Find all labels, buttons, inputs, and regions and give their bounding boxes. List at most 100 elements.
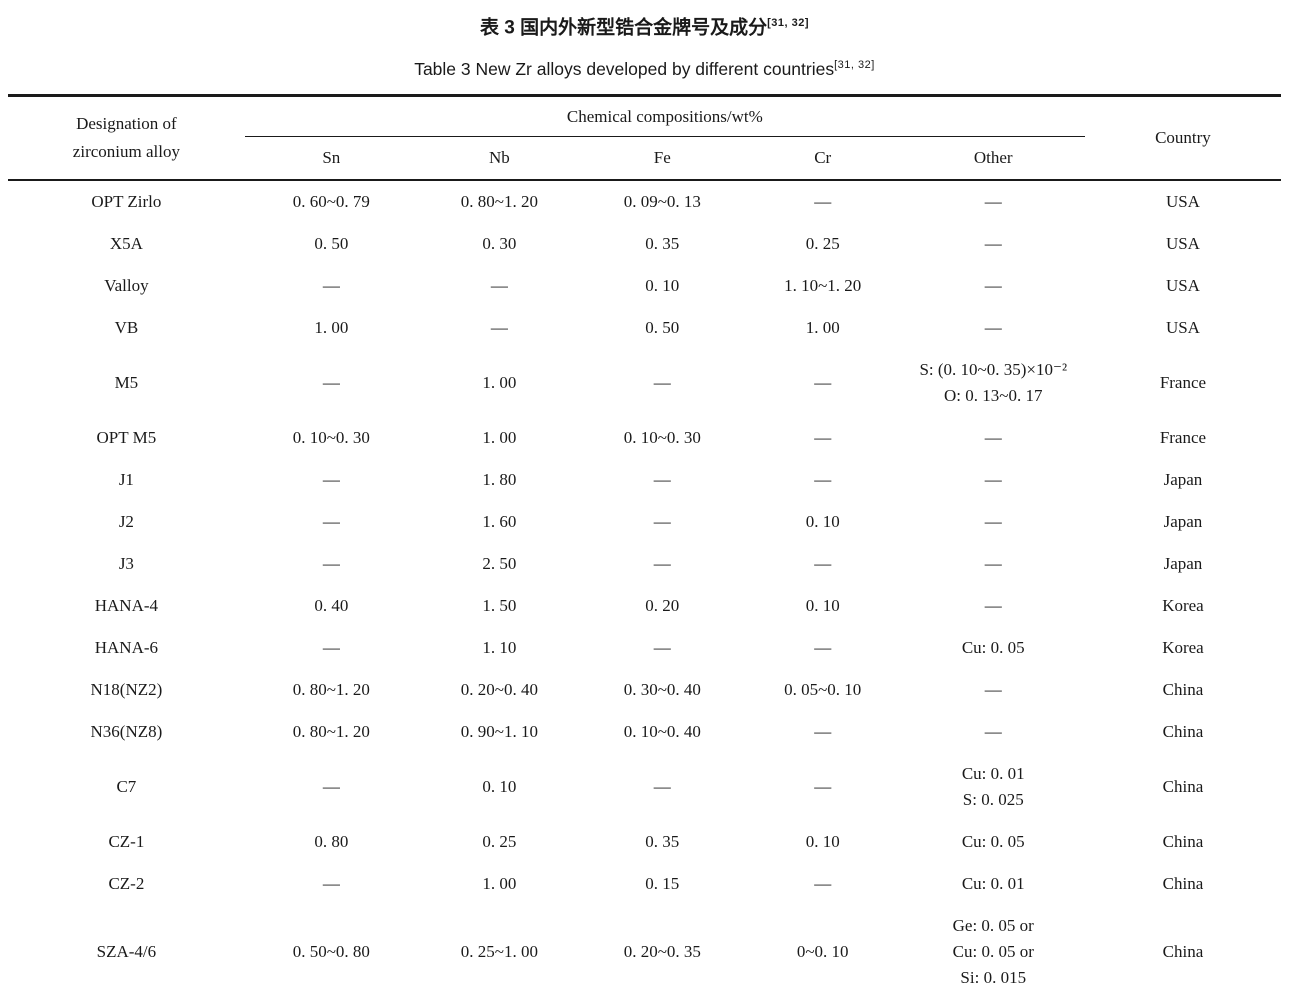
cell-cr: 0. 10 (805, 596, 840, 616)
cell-designation: N18(NZ2) (90, 680, 163, 700)
cell-line: S: (0. 10~0. 35)×10⁻² (919, 360, 1068, 380)
cell-fe: — (653, 373, 671, 393)
cell-other: Cu: 0. 05 (961, 638, 1025, 658)
cell-fe: 0. 35 (645, 832, 680, 852)
cell-cr: — (814, 428, 832, 448)
cell-sn: 0. 80~1. 20 (292, 680, 370, 700)
cell-line: S: 0. 025 (962, 790, 1024, 810)
header-designation-line2: zirconium alloy (72, 142, 180, 162)
cell-sn: 0. 80 (314, 832, 349, 852)
cell-fe: — (653, 554, 671, 574)
cell-country: China (1162, 832, 1204, 852)
cell-line: O: 0. 13~0. 17 (944, 386, 1043, 406)
cell-designation: Valloy (104, 276, 149, 296)
cell-other: — (984, 722, 1002, 742)
cell-other: — (984, 512, 1002, 532)
cell-fe: 0. 10~0. 40 (623, 722, 701, 742)
cell-fe: 0. 10 (645, 276, 680, 296)
cell-country: China (1162, 942, 1204, 962)
cell-other: — (984, 318, 1002, 338)
cell-nb: 1. 00 (482, 874, 517, 894)
header-country: Country (1155, 128, 1211, 148)
cell-country: USA (1165, 318, 1200, 338)
cell-designation: J1 (118, 470, 134, 490)
cell-other: — (984, 470, 1002, 490)
cell-cr: 1. 00 (805, 318, 840, 338)
cell-sn: 0. 80~1. 20 (292, 722, 370, 742)
cell-fe: 0. 15 (645, 874, 680, 894)
cell-fe: 0. 20~0. 35 (623, 942, 701, 962)
header-row-elements: Sn Nb Fe Cr Other (8, 137, 1281, 181)
cell-designation: X5A (109, 234, 143, 254)
cell-nb: 2. 50 (482, 554, 517, 574)
cell-cr: — (814, 373, 832, 393)
cell-nb: 0. 30 (482, 234, 517, 254)
cell-nb: 0. 80~1. 20 (460, 192, 538, 212)
cell-cr: 0~0. 10 (796, 942, 849, 962)
cell-sn: — (322, 470, 340, 490)
table-row: Valloy — — 0. 10 1. 10~1. 20 — USA (8, 265, 1281, 307)
cell-cr: — (814, 722, 832, 742)
cell-country: Japan (1163, 470, 1203, 490)
cell-designation: HANA-6 (94, 638, 159, 658)
cell-other: — (984, 276, 1002, 296)
header-col-fe: Fe (653, 148, 671, 168)
table-row: HANA-4 0. 40 1. 50 0. 20 0. 10 — Korea (8, 585, 1281, 627)
cell-designation: N36(NZ8) (90, 722, 163, 742)
header-compositions-group: Chemical compositions/wt% (244, 95, 1085, 138)
header-row-group: Designation of zirconium alloy Chemical … (8, 95, 1281, 161)
cell-nb: 1. 50 (482, 596, 517, 616)
cell-nb: 0. 10 (482, 777, 517, 797)
cell-other: Cu: 0. 05 (961, 832, 1025, 852)
header-col-sn: Sn (322, 148, 341, 168)
table-title-en-text: Table 3 New Zr alloys developed by diffe… (414, 59, 835, 80)
cell-designation: OPT Zirlo (91, 192, 162, 212)
cell-fe: — (653, 638, 671, 658)
cell-sn: — (322, 373, 340, 393)
header-designation-line1: Designation of (76, 114, 177, 134)
cell-designation: C7 (116, 777, 137, 797)
cell-country: China (1162, 722, 1204, 742)
cell-cr: — (814, 470, 832, 490)
table-title-zh: 表 3 国内外新型锆合金牌号及成分[31, 32] (8, 10, 1281, 41)
cell-sn: 0. 40 (314, 596, 349, 616)
table-row: SZA-4/6 0. 50~0. 80 0. 25~1. 00 0. 20~0. 35… (8, 905, 1281, 992)
cell-nb: 1. 60 (482, 512, 517, 532)
cell-designation: HANA-4 (94, 596, 159, 616)
table-row: C7 — 0. 10 — — Cu: 0. 01 S: 0. 025 China (8, 753, 1281, 821)
cell-sn: 0. 60~0. 79 (292, 192, 370, 212)
cell-other: — (984, 554, 1002, 574)
cell-sn: — (322, 554, 340, 574)
cell-country: Japan (1163, 554, 1203, 574)
cell-country: Japan (1163, 512, 1203, 532)
cell-cr: — (814, 192, 832, 212)
cell-other: Cu: 0. 01 S: 0. 025 (902, 753, 1085, 821)
cell-designation: SZA-4/6 (96, 942, 157, 962)
table-row: J2 — 1. 60 — 0. 10 — Japan (8, 501, 1281, 543)
cell-other: — (984, 428, 1002, 448)
table-row: CZ-2 — 1. 00 0. 15 — Cu: 0. 01 China (8, 863, 1281, 905)
table-title-zh-text: 表 3 国内外新型锆合金牌号及成分 (479, 17, 768, 39)
table-title-en-reference: [31, 32] (834, 59, 875, 72)
cell-designation: CZ-2 (108, 874, 145, 894)
cell-other: Cu: 0. 01 (961, 874, 1025, 894)
cell-country: China (1162, 874, 1204, 894)
cell-designation: OPT M5 (96, 428, 157, 448)
cell-sn: — (322, 512, 340, 532)
cell-sn: — (322, 874, 340, 894)
table-row: VB 1. 00 — 0. 50 1. 00 — USA (8, 307, 1281, 349)
cell-cr: 0. 10 (805, 512, 840, 532)
cell-sn: — (322, 638, 340, 658)
table-title-zh-reference: [31, 32] (767, 17, 810, 29)
table-row: J1 — 1. 80 — — — Japan (8, 459, 1281, 501)
cell-sn: 1. 00 (314, 318, 349, 338)
cell-designation: J2 (118, 512, 134, 532)
cell-cr: 0. 05~0. 10 (784, 680, 862, 700)
cell-nb: 1. 00 (482, 373, 517, 393)
header-col-cr: Cr (814, 148, 832, 168)
table-title-en: Table 3 New Zr alloys developed by diffe… (8, 53, 1281, 81)
header-designation: Designation of zirconium alloy (8, 96, 245, 181)
cell-sn: 0. 50~0. 80 (292, 942, 370, 962)
cell-country: Korea (1162, 596, 1204, 616)
header-col-nb: Nb (488, 148, 510, 168)
